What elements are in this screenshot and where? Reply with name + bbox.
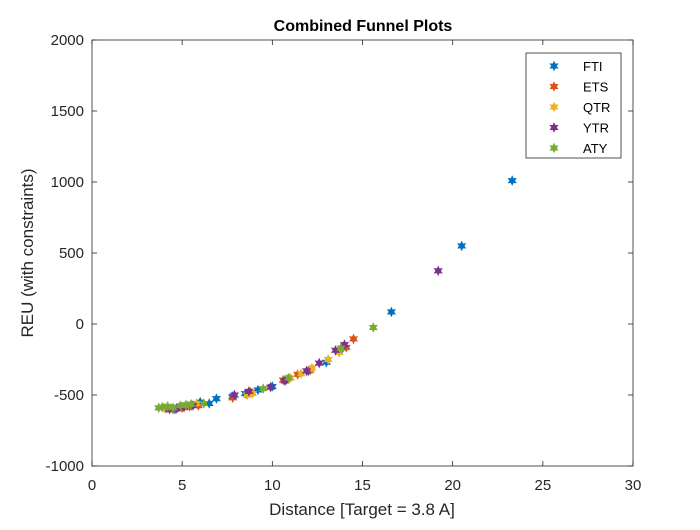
y-tick-label: 1500 (51, 103, 84, 120)
y-tick-label: 1000 (51, 174, 84, 191)
legend-box (525, 52, 622, 159)
y-tick-label: 500 (59, 245, 84, 262)
data-point (507, 175, 517, 186)
y-tick-label: -1000 (46, 458, 84, 475)
legend-marker (549, 142, 559, 154)
legend-marker (549, 122, 559, 133)
data-point (168, 402, 178, 414)
data-point (323, 354, 333, 365)
legend-marker (549, 101, 559, 113)
data-point (229, 389, 240, 401)
series-aty (154, 322, 378, 414)
x-tick-label: 15 (354, 477, 371, 494)
x-tick-label: 30 (625, 477, 642, 494)
y-axis-label: REU (with constraints) (18, 168, 37, 337)
y-tick-label: 0 (76, 316, 84, 333)
x-tick-label: 10 (264, 477, 281, 494)
data-point (186, 398, 196, 410)
legend-label: ETS (583, 80, 609, 95)
x-tick-label: 20 (444, 477, 461, 494)
legend-item-ets: ETS (549, 80, 609, 95)
data-point (457, 240, 467, 252)
data-point (284, 372, 294, 384)
legend-item-qtr: QTR (549, 100, 610, 115)
y-axis-ticks: -1000 -500 0 500 1000 1500 2000 (46, 32, 633, 475)
y-tick-label: 2000 (51, 32, 84, 49)
legend-item-ytr: YTR (549, 121, 609, 136)
legend-item-fti: FTI (549, 59, 603, 74)
data-point (433, 265, 443, 277)
data-point (163, 401, 173, 412)
legend-label: QTR (583, 100, 610, 115)
data-point (368, 322, 378, 333)
chart-title: Combined Funnel Plots (274, 18, 453, 35)
data-point (258, 383, 268, 394)
data-point (339, 339, 350, 350)
x-axis-ticks: 0 5 10 15 20 25 30 (88, 40, 642, 494)
data-point (302, 365, 312, 377)
data-point (386, 306, 396, 318)
x-axis-label: Distance [Target = 3.8 A] (269, 500, 455, 519)
legend-label: YTR (583, 121, 609, 136)
data-point (244, 386, 254, 397)
y-tick-label: -500 (54, 387, 84, 404)
legend-marker (549, 81, 559, 92)
x-tick-label: 25 (534, 477, 551, 494)
legend: FTI ETS QTR YTR ATY (525, 52, 622, 159)
data-point (314, 357, 324, 369)
legend-marker (549, 60, 559, 72)
data-point (265, 381, 276, 393)
legend-item-aty: ATY (549, 141, 608, 156)
data-point (336, 342, 346, 354)
legend-label: ATY (583, 141, 608, 156)
data-points (154, 175, 517, 415)
x-tick-label: 5 (178, 477, 186, 494)
data-point (348, 333, 359, 345)
data-point (199, 398, 209, 409)
data-point (307, 362, 317, 374)
legend-label: FTI (583, 59, 603, 74)
data-point (211, 393, 221, 404)
x-tick-label: 0 (88, 477, 96, 494)
